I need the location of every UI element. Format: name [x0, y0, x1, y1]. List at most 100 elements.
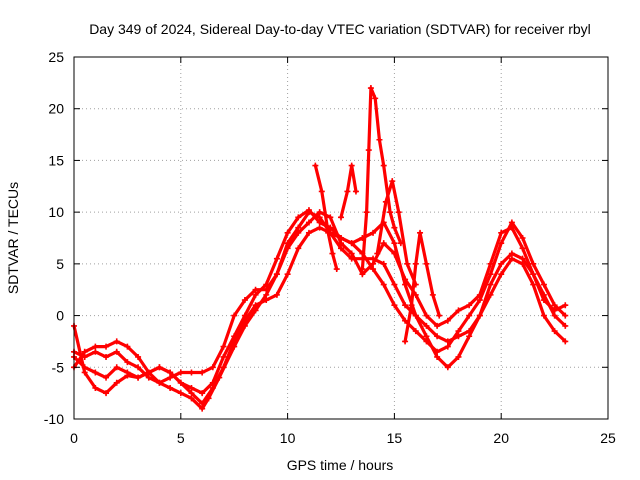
data-point-marker	[498, 260, 505, 267]
data-point-marker	[103, 390, 110, 397]
data-point-marker	[391, 240, 398, 247]
data-point-marker	[145, 369, 152, 376]
data-point-marker	[177, 390, 184, 397]
y-tick-label: 10	[48, 204, 64, 220]
data-point-marker	[325, 229, 332, 236]
data-point-marker	[423, 333, 430, 340]
series-line	[360, 86, 403, 271]
data-point-marker	[312, 162, 319, 169]
data-point-marker	[551, 302, 558, 309]
data-point-marker	[220, 364, 227, 371]
data-point-marker	[316, 209, 323, 216]
chart-title: Day 349 of 2024, Sidereal Day-to-day VTE…	[89, 21, 591, 37]
data-point-marker	[370, 229, 377, 236]
data-point-marker	[338, 245, 344, 252]
data-point-marker	[551, 307, 558, 314]
x-tick-label: 20	[493, 430, 509, 446]
data-point-marker	[382, 198, 389, 205]
data-point-marker	[487, 260, 494, 267]
data-point-marker	[135, 374, 142, 381]
series-spike-1	[312, 162, 340, 273]
data-point-marker	[113, 364, 120, 371]
data-point-marker	[316, 224, 323, 231]
data-point-marker	[412, 260, 419, 267]
x-axis-label: GPS time / hours	[287, 457, 394, 473]
data-point-marker	[498, 229, 505, 236]
data-point-marker	[530, 281, 537, 288]
data-point-marker	[199, 390, 206, 397]
data-point-marker	[199, 405, 206, 412]
data-point-marker	[231, 312, 238, 319]
data-point-marker	[92, 343, 99, 350]
data-point-marker	[263, 291, 270, 298]
data-point-marker	[113, 379, 120, 386]
y-tick-label: 25	[48, 49, 64, 65]
data-point-marker	[348, 240, 355, 247]
series-track-4	[71, 219, 569, 407]
data-point-marker	[367, 85, 374, 92]
data-point-marker	[338, 240, 344, 247]
data-point-marker	[540, 312, 547, 319]
data-point-marker	[177, 379, 184, 386]
data-point-marker	[252, 286, 259, 293]
data-point-marker	[199, 369, 206, 376]
data-point-marker	[318, 188, 325, 195]
data-point-marker	[209, 384, 216, 391]
data-point-marker	[352, 188, 359, 195]
data-point-marker	[466, 312, 473, 319]
data-point-marker	[444, 317, 451, 324]
data-point-marker	[295, 245, 302, 252]
series-spike-2	[338, 162, 359, 221]
data-point-marker	[519, 245, 526, 252]
data-point-marker	[476, 291, 483, 298]
data-point-marker	[327, 214, 334, 221]
series-line	[339, 164, 358, 219]
data-point-marker	[103, 353, 110, 360]
data-point-marker	[391, 302, 398, 309]
data-point-marker	[135, 353, 142, 360]
y-tick-label: -5	[52, 359, 65, 375]
data-point-marker	[551, 328, 558, 335]
data-point-marker	[81, 369, 88, 376]
data-point-marker	[273, 271, 280, 278]
data-point-marker	[519, 255, 526, 262]
data-point-marker	[391, 281, 398, 288]
data-point-marker	[103, 374, 110, 381]
data-series	[71, 85, 569, 412]
series-track-3	[71, 209, 569, 386]
data-point-marker	[295, 229, 302, 236]
data-point-marker	[220, 353, 227, 360]
data-point-marker	[316, 214, 323, 221]
data-point-marker	[252, 291, 259, 298]
data-point-marker	[124, 343, 131, 350]
data-point-marker	[113, 348, 120, 355]
data-point-marker	[389, 178, 396, 185]
data-point-marker	[498, 271, 505, 278]
data-point-marker	[333, 266, 340, 273]
data-point-marker	[387, 209, 394, 216]
data-point-marker	[487, 281, 494, 288]
data-point-marker	[305, 219, 312, 226]
x-tick-label: 15	[387, 430, 403, 446]
x-tick-label: 25	[600, 430, 616, 446]
x-tick-label: 10	[280, 430, 296, 446]
y-tick-label: 20	[48, 101, 64, 117]
data-point-marker	[508, 219, 515, 226]
series-spike-5	[402, 229, 443, 345]
y-tick-label: -10	[44, 411, 64, 427]
data-point-marker	[402, 317, 409, 324]
data-point-marker	[434, 322, 441, 329]
data-point-marker	[348, 250, 355, 257]
data-point-marker	[402, 338, 409, 345]
data-point-marker	[284, 271, 291, 278]
data-point-marker	[156, 364, 163, 371]
data-point-marker	[476, 297, 483, 304]
data-point-marker	[167, 374, 174, 381]
data-point-marker	[156, 379, 163, 386]
data-point-marker	[305, 229, 312, 236]
data-point-marker	[167, 384, 174, 391]
data-point-marker	[231, 338, 238, 345]
data-point-marker	[188, 384, 195, 391]
data-point-marker	[395, 209, 402, 216]
